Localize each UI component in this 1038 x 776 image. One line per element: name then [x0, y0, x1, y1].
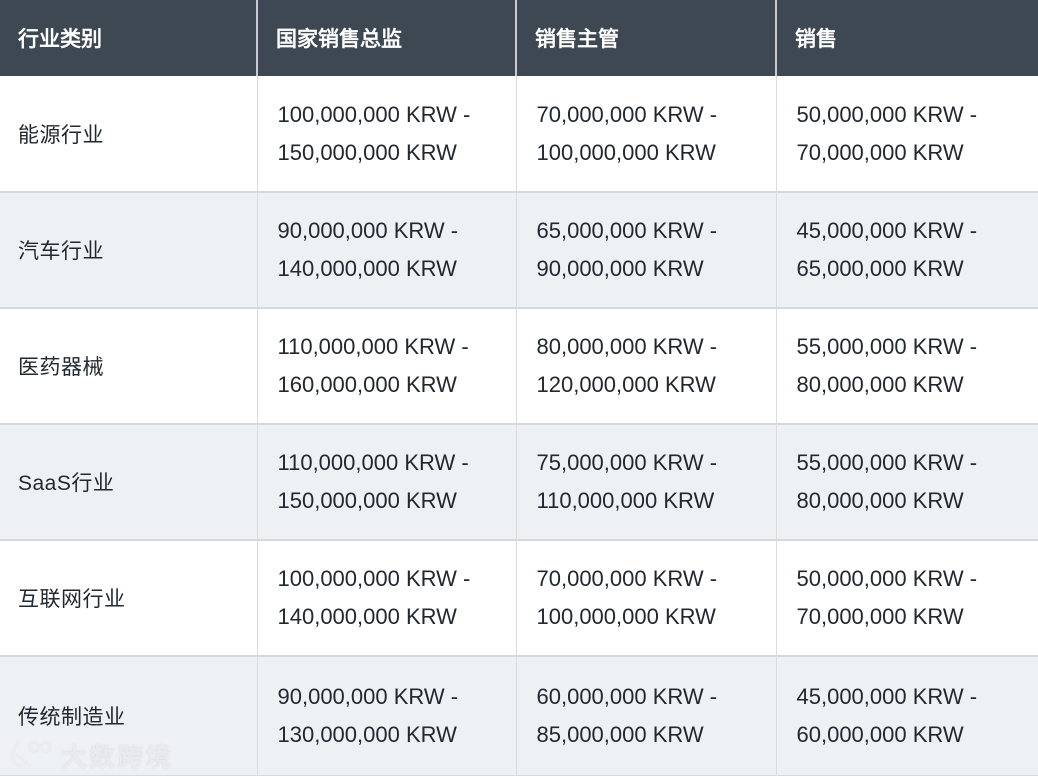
manager-salary-cell: 75,000,000 KRW - 110,000,000 KRW: [515, 423, 776, 540]
salary-range-line: 45,000,000 KRW -: [796, 684, 978, 709]
industry-cell: 传统制造业: [0, 655, 257, 776]
salary-range-line: 65,000,000 KRW -: [536, 218, 718, 243]
sales-salary-cell: 55,000,000 KRW - 80,000,000 KRW: [775, 307, 1038, 424]
salary-range-line: 100,000,000 KRW: [536, 139, 716, 165]
industry-cell: 医药器械: [0, 307, 257, 424]
director-salary-cell: 90,000,000 KRW - 130,000,000 KRW: [256, 655, 516, 776]
salary-range-line: 50,000,000 KRW -: [796, 566, 978, 591]
salary-range-line: 90,000,000 KRW: [536, 256, 704, 281]
director-salary-cell: 90,000,000 KRW - 140,000,000 KRW: [256, 191, 516, 308]
salary-range-line: 60,000,000 KRW: [796, 722, 964, 747]
salary-range-line: 150,000,000 KRW: [277, 488, 457, 513]
salary-range-line: 100,000,000 KRW -: [277, 566, 471, 591]
salary-range-line: 60,000,000 KRW -: [536, 684, 718, 709]
manager-salary-cell: 65,000,000 KRW - 90,000,000 KRW: [515, 191, 776, 308]
salary-range-line: 160,000,000 KRW: [277, 372, 457, 397]
table-row: 医药器械 110,000,000 KRW - 160,000,000 KRW 8…: [0, 307, 1038, 424]
salary-range-line: 70,000,000 KRW -: [536, 566, 718, 591]
salary-range-line: 45,000,000 KRW -: [796, 218, 978, 243]
sales-salary-cell: 45,000,000 KRW - 60,000,000 KRW: [775, 655, 1038, 776]
salary-range-line: 70,000,000 KRW: [796, 139, 964, 165]
salary-range-line: 80,000,000 KRW -: [536, 334, 718, 359]
salary-range-line: 80,000,000 KRW: [796, 488, 964, 513]
salary-range-line: 85,000,000 KRW: [536, 722, 704, 747]
salary-range-line: 110,000,000 KRW: [536, 488, 715, 513]
salary-range-line: 140,000,000 KRW: [277, 256, 457, 281]
header-sales: 销售: [775, 0, 1038, 76]
salary-range-line: 50,000,000 KRW -: [796, 101, 978, 127]
salary-range-line: 70,000,000 KRW: [796, 604, 964, 629]
table-row: 能源行业 100,000,000 KRW - 150,000,000 KRW 7…: [0, 76, 1038, 192]
director-salary-cell: 100,000,000 KRW - 150,000,000 KRW: [256, 76, 516, 192]
salary-range-line: 65,000,000 KRW: [796, 256, 964, 281]
salary-range-line: 100,000,000 KRW: [536, 604, 716, 629]
table-row: 互联网行业 100,000,000 KRW - 140,000,000 KRW …: [0, 539, 1038, 656]
header-sales-manager: 销售主管: [515, 0, 776, 76]
sales-salary-cell: 45,000,000 KRW - 65,000,000 KRW: [775, 191, 1038, 308]
industry-cell: 能源行业: [0, 76, 257, 192]
manager-salary-cell: 70,000,000 KRW - 100,000,000 KRW: [515, 539, 776, 656]
salary-range-line: 150,000,000 KRW: [277, 139, 457, 165]
sales-salary-cell: 55,000,000 KRW - 80,000,000 KRW: [775, 423, 1038, 540]
industry-cell: 汽车行业: [0, 191, 257, 308]
salary-range-line: 120,000,000 KRW: [536, 372, 716, 397]
sales-salary-cell: 50,000,000 KRW - 70,000,000 KRW: [775, 539, 1038, 656]
salary-range-line: 55,000,000 KRW -: [796, 450, 978, 475]
sales-salary-cell: 50,000,000 KRW - 70,000,000 KRW: [775, 76, 1038, 192]
table-header-row: 行业类别 国家销售总监 销售主管 销售: [0, 0, 1038, 76]
industry-cell: 互联网行业: [0, 539, 257, 656]
salary-range-line: 140,000,000 KRW: [277, 604, 457, 629]
salary-range-line: 70,000,000 KRW -: [536, 101, 718, 127]
salary-range-line: 80,000,000 KRW: [796, 372, 964, 397]
industry-cell: SaaS行业: [0, 423, 257, 540]
header-national-sales-director: 国家销售总监: [256, 0, 516, 76]
salary-range-line: 100,000,000 KRW -: [277, 101, 471, 127]
director-salary-cell: 110,000,000 KRW - 160,000,000 KRW: [256, 307, 516, 424]
table-row: 传统制造业 90,000,000 KRW - 130,000,000 KRW 6…: [0, 655, 1038, 776]
salary-range-line: 90,000,000 KRW -: [277, 684, 459, 709]
director-salary-cell: 100,000,000 KRW - 140,000,000 KRW: [256, 539, 516, 656]
salary-range-line: 130,000,000 KRW: [277, 722, 457, 747]
manager-salary-cell: 60,000,000 KRW - 85,000,000 KRW: [515, 655, 776, 776]
manager-salary-cell: 70,000,000 KRW - 100,000,000 KRW: [515, 76, 776, 192]
salary-range-line: 55,000,000 KRW -: [796, 334, 978, 359]
manager-salary-cell: 80,000,000 KRW - 120,000,000 KRW: [515, 307, 776, 424]
salary-range-line: 75,000,000 KRW -: [536, 450, 718, 475]
salary-range-line: 110,000,000 KRW -: [277, 334, 469, 359]
header-industry-category: 行业类别: [0, 0, 257, 76]
director-salary-cell: 110,000,000 KRW - 150,000,000 KRW: [256, 423, 516, 540]
table-row: SaaS行业 110,000,000 KRW - 150,000,000 KRW…: [0, 423, 1038, 540]
salary-range-line: 90,000,000 KRW -: [277, 218, 459, 243]
salary-range-line: 110,000,000 KRW -: [277, 450, 469, 475]
table-row: 汽车行业 90,000,000 KRW - 140,000,000 KRW 65…: [0, 191, 1038, 308]
